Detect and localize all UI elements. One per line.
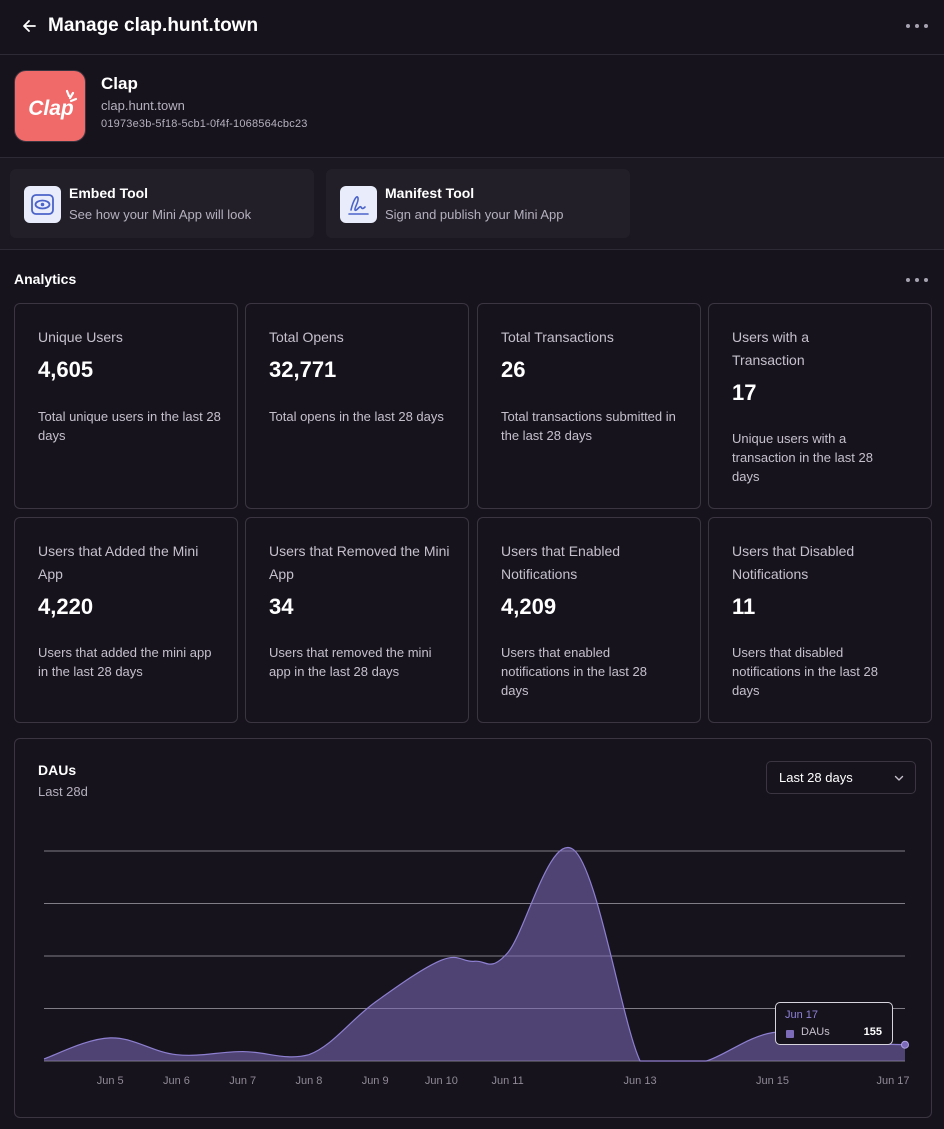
stat-desc: Total transactions submitted in the last… xyxy=(501,409,676,443)
stat-value: 32,771 xyxy=(269,357,337,382)
x-tick-label: Jun 7 xyxy=(229,1075,256,1087)
manifest-tool-desc: Sign and publish your Mini App xyxy=(385,207,564,222)
data-point-active xyxy=(901,1040,909,1049)
x-tick-label: Jun 11 xyxy=(492,1075,524,1087)
signature-icon xyxy=(340,186,377,223)
stat-value: 11 xyxy=(732,594,756,619)
stat-card-users-added: Users that Added the Mini App 4,220 User… xyxy=(14,517,238,723)
eye-icon xyxy=(24,186,61,223)
tooltip-value: 155 xyxy=(863,1026,882,1038)
chart-tooltip: Jun 17 DAUs 155 xyxy=(775,1002,893,1045)
app-name: Clap xyxy=(101,74,138,93)
analytics-more-icon[interactable] xyxy=(906,275,928,285)
embed-tool-title: Embed Tool xyxy=(69,185,149,201)
stat-value: 4,220 xyxy=(38,594,94,619)
x-tick-label: Jun 6 xyxy=(163,1075,190,1087)
tooltip-date: Jun 17 xyxy=(785,1009,819,1021)
manifest-tool-button[interactable]: Manifest Tool Sign and publish your Mini… xyxy=(326,169,630,238)
dau-area-chart: Jun 5 Jun 6 Jun 7 Jun 8 Jun 9 Jun 10 Jun 11 Jun… xyxy=(43,846,910,1087)
analytics-heading: Analytics xyxy=(14,271,77,287)
stat-label: Users that Added the Mini App xyxy=(38,543,199,582)
stat-value: 34 xyxy=(269,594,294,619)
embed-tool-button[interactable]: Embed Tool See how your Mini App will lo… xyxy=(10,169,314,238)
arrow-left-icon[interactable] xyxy=(20,16,40,36)
series-line-daus xyxy=(43,846,906,1062)
stat-card-unique-users: Unique Users 4,605 Total unique users in… xyxy=(14,303,238,509)
stat-desc: Users that removed the mini app in the l… xyxy=(269,645,432,679)
app-logo: Clap xyxy=(14,70,86,142)
stat-card-notifications-disabled: Users that Disabled Notifications 11 Use… xyxy=(708,517,932,723)
stat-desc: Total unique users in the last 28 days xyxy=(38,409,221,443)
x-tick-label: Jun 5 xyxy=(97,1075,124,1087)
stat-label: Users that Disabled Notifications xyxy=(732,543,855,582)
stat-label: Total Opens xyxy=(269,329,344,345)
x-tick-label: Jun 15 xyxy=(756,1075,789,1087)
page-title: Manage clap.hunt.town xyxy=(48,15,259,36)
stat-card-users-with-transaction: Users with a Transaction 17 Unique users… xyxy=(708,303,932,509)
stat-value: 4,605 xyxy=(38,357,94,382)
manifest-tool-title: Manifest Tool xyxy=(385,185,475,201)
stat-label: Users with a Transaction xyxy=(732,329,810,368)
stat-desc: Users that added the mini app in the las… xyxy=(38,645,212,679)
chart-title: DAUs xyxy=(38,762,77,778)
embed-tool-desc: See how your Mini App will look xyxy=(69,207,252,222)
chart-subtitle: Last 28d xyxy=(38,784,88,799)
stat-label: Users that Removed the Mini App xyxy=(269,543,450,582)
x-tick-label: Jun 13 xyxy=(624,1075,657,1087)
tools-row: Embed Tool See how your Mini App will lo… xyxy=(0,158,944,250)
stat-card-users-removed: Users that Removed the Mini App 34 Users… xyxy=(245,517,469,723)
stat-card-total-transactions: Total Transactions 26 Total transactions… xyxy=(477,303,701,509)
date-range-value: Last 28 days xyxy=(779,770,853,785)
stat-card-total-opens: Total Opens 32,771 Total opens in the la… xyxy=(245,303,469,509)
stat-desc: Unique users with a transaction in the l… xyxy=(732,431,873,484)
stat-label: Users that Enabled Notifications xyxy=(501,543,621,582)
stat-label: Unique Users xyxy=(38,329,123,345)
x-tick-label: Jun 8 xyxy=(295,1075,322,1087)
app-logo-text: Clap xyxy=(28,97,74,120)
app-summary: Clap Clap clap.hunt.town 01973e3b-5f18-5… xyxy=(0,55,944,158)
app-domain: clap.hunt.town xyxy=(101,98,185,113)
date-range-select[interactable]: Last 28 days xyxy=(766,761,916,794)
stat-card-notifications-enabled: Users that Enabled Notifications 4,209 U… xyxy=(477,517,701,723)
stat-value: 26 xyxy=(501,357,526,382)
x-tick-label: Jun 17 xyxy=(876,1075,909,1087)
stat-value: 4,209 xyxy=(501,594,557,619)
dau-chart-card: DAUs Last 28d Last 28 days Jun 5 Jun 6 Jun… xyxy=(14,738,932,1118)
stat-label: Total Transactions xyxy=(501,329,614,345)
tooltip-series: DAUs xyxy=(801,1026,830,1038)
more-horizontal-icon[interactable] xyxy=(906,21,928,31)
app-id: 01973e3b-5f18-5cb1-0f4f-1068564cbc23 xyxy=(101,118,308,130)
x-tick-label: Jun 10 xyxy=(425,1075,458,1087)
x-tick-label: Jun 9 xyxy=(362,1075,389,1087)
top-bar: Manage clap.hunt.town xyxy=(0,0,944,55)
stat-desc: Users that disabled notifications in the… xyxy=(732,645,878,698)
tooltip-swatch xyxy=(786,1030,794,1038)
stat-desc: Total opens in the last 28 days xyxy=(269,409,444,424)
chevron-down-icon xyxy=(894,775,904,781)
stat-value: 17 xyxy=(732,380,757,405)
stat-desc: Users that enabled notifications in the … xyxy=(501,645,647,698)
